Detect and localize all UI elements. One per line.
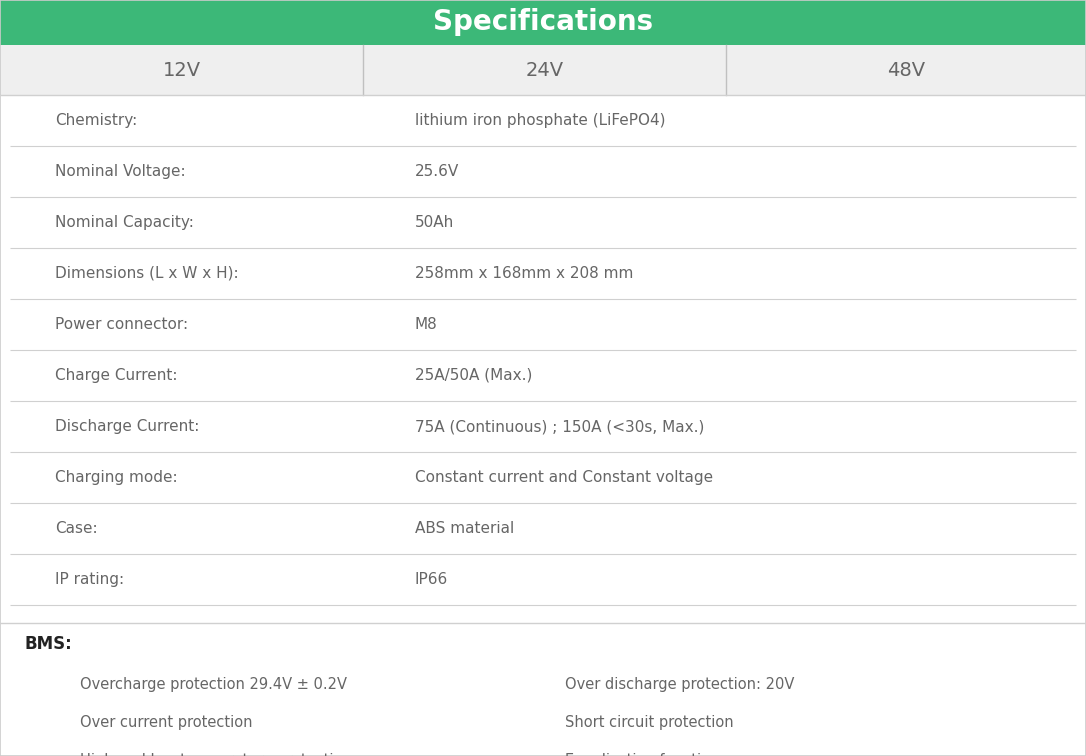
Text: 50Ah: 50Ah [415, 215, 454, 230]
Text: Nominal Capacity:: Nominal Capacity: [55, 215, 194, 230]
Text: High and low temperature protection: High and low temperature protection [80, 752, 352, 756]
Text: M8: M8 [415, 317, 438, 332]
Text: Power connector:: Power connector: [55, 317, 188, 332]
Text: 25.6V: 25.6V [415, 164, 459, 179]
Text: 48V: 48V [887, 60, 925, 79]
Text: Constant current and Constant voltage: Constant current and Constant voltage [415, 470, 714, 485]
Text: Over current protection: Over current protection [80, 714, 253, 730]
Text: Equalization function: Equalization function [565, 752, 719, 756]
Text: 75A (Continuous) ; 150A (<30s, Max.): 75A (Continuous) ; 150A (<30s, Max.) [415, 419, 705, 434]
Text: 25A/50A (Max.): 25A/50A (Max.) [415, 368, 532, 383]
Text: Chemistry:: Chemistry: [55, 113, 137, 128]
Text: Dimensions (L x W x H):: Dimensions (L x W x H): [55, 266, 239, 281]
Text: IP66: IP66 [415, 572, 449, 587]
Text: BMS:: BMS: [25, 635, 73, 653]
Text: Nominal Voltage:: Nominal Voltage: [55, 164, 186, 179]
Text: Discharge Current:: Discharge Current: [55, 419, 200, 434]
Text: Charging mode:: Charging mode: [55, 470, 178, 485]
Text: 258mm x 168mm x 208 mm: 258mm x 168mm x 208 mm [415, 266, 633, 281]
Text: Over discharge protection: 20V: Over discharge protection: 20V [565, 677, 794, 692]
Text: Specifications: Specifications [433, 8, 653, 36]
Text: Case:: Case: [55, 521, 98, 536]
Text: Short circuit protection: Short circuit protection [565, 714, 734, 730]
Bar [0, 45, 1086, 95]
Bar [0, 0, 1086, 45]
Text: ABS material: ABS material [415, 521, 515, 536]
Text: 12V: 12V [163, 60, 201, 79]
Text: lithium iron phosphate (LiFePO4): lithium iron phosphate (LiFePO4) [415, 113, 666, 128]
Text: Overcharge protection 29.4V ± 0.2V: Overcharge protection 29.4V ± 0.2V [80, 677, 348, 692]
Text: 24V: 24V [526, 60, 564, 79]
Text: Charge Current:: Charge Current: [55, 368, 177, 383]
Text: IP rating:: IP rating: [55, 572, 124, 587]
